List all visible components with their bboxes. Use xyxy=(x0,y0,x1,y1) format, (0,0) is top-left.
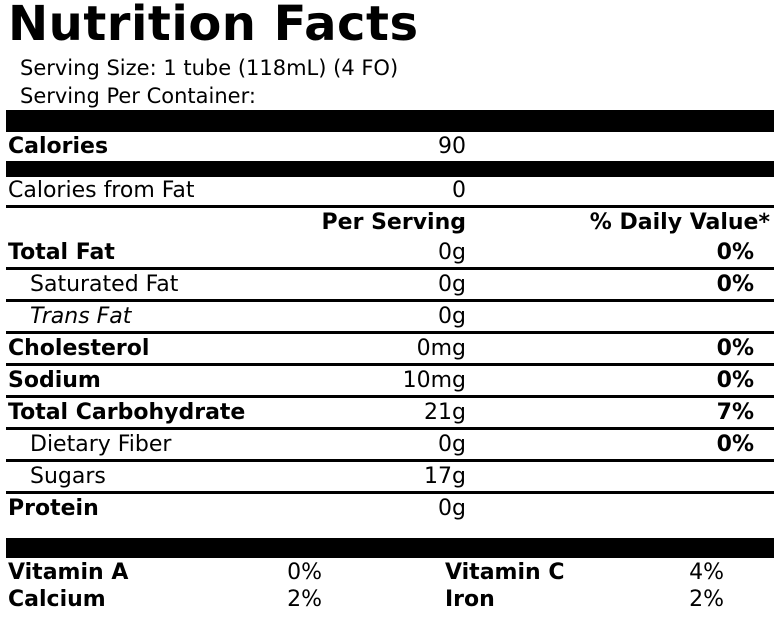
vitamin-value: 0% xyxy=(287,560,322,585)
serving-size: Serving Size: 1 tube (118mL) (4 FO) xyxy=(20,56,399,80)
amount: 0mg xyxy=(416,336,466,361)
label: Calories xyxy=(8,134,109,159)
amount: 0g xyxy=(438,240,466,265)
header-row: Per Serving % Daily Value* xyxy=(6,208,774,237)
amount: 0 xyxy=(452,178,466,203)
daily-value: % Daily Value* xyxy=(589,210,770,235)
daily-value: 0% xyxy=(716,368,754,393)
vitamin-value: 4% xyxy=(689,560,724,585)
thick-rule xyxy=(6,161,774,177)
vitamin-row: Calcium 2% Iron 2% xyxy=(6,587,774,613)
amount: 0g xyxy=(438,304,466,329)
thick-rule xyxy=(6,538,774,558)
title: Nutrition Facts xyxy=(8,0,419,52)
vitamin-name: Calcium xyxy=(8,587,106,612)
amount: 0g xyxy=(438,432,466,457)
nutrient-label: Saturated Fat xyxy=(30,272,179,297)
thick-rule xyxy=(6,110,774,132)
nutrient-row: Cholesterol 0mg 0% xyxy=(6,334,774,366)
vitamin-name: Vitamin A xyxy=(8,560,129,585)
nutrient-label: Dietary Fiber xyxy=(30,432,172,457)
daily-value: 0% xyxy=(716,272,754,297)
nutrient-label: Total Fat xyxy=(8,240,115,265)
vitamin-name: Vitamin C xyxy=(445,560,565,585)
servings-per-container: Serving Per Container: xyxy=(20,84,256,108)
vitamin-value: 2% xyxy=(689,587,724,612)
vitamin-row: Vitamin A 0% Vitamin C 4% xyxy=(6,560,774,586)
amount: 21g xyxy=(424,400,466,425)
daily-value: 7% xyxy=(716,400,754,425)
calories-from-fat-row: Calories from Fat 0 xyxy=(6,176,774,208)
nutrient-row: Trans Fat 0g xyxy=(6,302,774,334)
daily-value: 0% xyxy=(716,336,754,361)
nutrient-label: Cholesterol xyxy=(8,336,150,361)
per-serving: Per Serving xyxy=(321,210,466,235)
daily-value: 0% xyxy=(716,432,754,457)
nutrient-row: Total Fat 0g 0% xyxy=(6,238,774,270)
nutrient-row: Saturated Fat 0g 0% xyxy=(6,270,774,302)
calories-row: Calories 90 xyxy=(6,132,774,161)
nutrient-row: Protein 0g xyxy=(6,494,774,523)
amount: 17g xyxy=(424,464,466,489)
nutrient-label: Protein xyxy=(8,496,99,521)
nutrient-row: Sodium 10mg 0% xyxy=(6,366,774,398)
nutrient-row: Sugars 17g xyxy=(6,462,774,494)
vitamin-name: Iron xyxy=(445,587,495,612)
nutrient-label: Sugars xyxy=(30,464,106,489)
nutrient-row: Dietary Fiber 0g 0% xyxy=(6,430,774,462)
nutrient-label: Total Carbohydrate xyxy=(8,400,246,425)
daily-value: 0% xyxy=(716,240,754,265)
amount: 0g xyxy=(438,272,466,297)
amount: 10mg xyxy=(402,368,466,393)
nutrient-label: Trans Fat xyxy=(30,304,132,329)
vitamin-value: 2% xyxy=(287,587,322,612)
label: Calories from Fat xyxy=(8,178,195,203)
nutrient-label: Sodium xyxy=(8,368,101,393)
amount: 0g xyxy=(438,496,466,521)
amount: 90 xyxy=(438,134,466,159)
nutrient-row: Total Carbohydrate 21g 7% xyxy=(6,398,774,430)
